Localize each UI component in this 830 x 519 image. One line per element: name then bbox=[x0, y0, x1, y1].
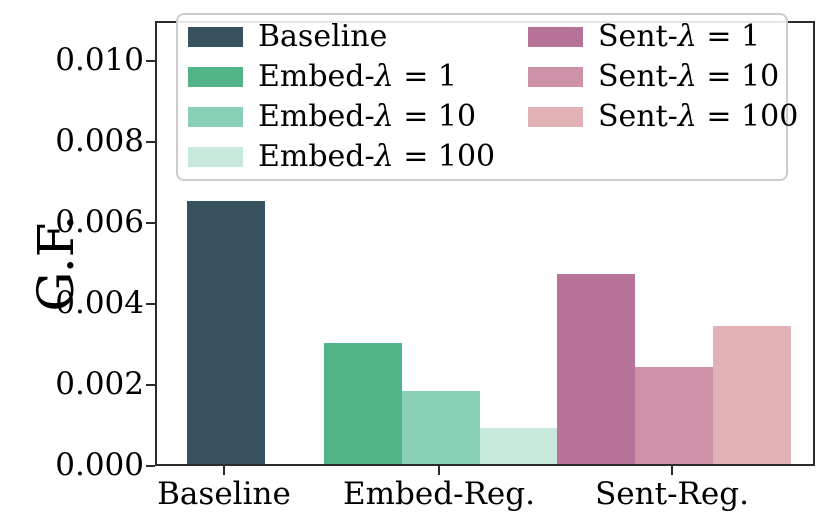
legend-label: Baseline bbox=[258, 19, 388, 54]
legend-label: Embed-λ = 1 bbox=[258, 59, 457, 94]
x-tick-label-sent-reg-: Sent-Reg. bbox=[595, 476, 749, 512]
legend-swatch-icon bbox=[188, 67, 243, 87]
legend-swatch-icon bbox=[528, 67, 583, 87]
legend-label: Embed-λ = 10 bbox=[258, 99, 477, 134]
y-tick-label: 0.008 bbox=[55, 123, 144, 160]
bar-sent-10 bbox=[635, 367, 713, 464]
legend-label: Sent-λ = 1 bbox=[598, 19, 761, 54]
y-tick-mark bbox=[146, 465, 155, 467]
x-tick-mark bbox=[223, 466, 225, 475]
y-tick-label: 0.002 bbox=[55, 366, 144, 403]
legend-label: Sent-λ = 100 bbox=[598, 99, 799, 134]
y-axis-label: G.F. bbox=[27, 214, 85, 312]
legend-column-1: Baseline Embed-λ = 1 Embed-λ = 10 Embed-λ =… bbox=[188, 17, 495, 177]
legend-swatch-icon bbox=[188, 107, 243, 127]
y-tick-label: 0.000 bbox=[55, 447, 144, 483]
legend-item: Embed-λ = 100 bbox=[188, 137, 495, 177]
bar-baseline bbox=[187, 201, 265, 464]
legend-item: Sent-λ = 1 bbox=[528, 17, 798, 57]
legend-box: Baseline Embed-λ = 1 Embed-λ = 10 Embed-λ =… bbox=[176, 13, 798, 181]
y-tick-mark bbox=[146, 60, 155, 63]
legend-swatch-icon bbox=[528, 107, 583, 127]
legend-item: Embed-λ = 10 bbox=[188, 97, 495, 137]
legend-column-2: Sent-λ = 1 Sent-λ = 10 Sent-λ = 100 bbox=[528, 17, 798, 137]
legend-swatch-icon bbox=[528, 27, 583, 47]
legend-label: Embed-λ = 100 bbox=[258, 139, 496, 174]
legend-swatch-icon bbox=[188, 147, 243, 167]
y-tick-mark bbox=[146, 303, 155, 306]
y-tick-mark bbox=[146, 141, 155, 144]
legend-item: Embed-λ = 1 bbox=[188, 57, 495, 97]
bar-embed-1 bbox=[324, 343, 402, 464]
legend-item: Baseline bbox=[188, 17, 495, 57]
bar-embed-10 bbox=[402, 391, 480, 464]
bar-sent-100 bbox=[713, 326, 791, 464]
x-tick-label-baseline: Baseline bbox=[157, 476, 291, 512]
bar-sent-1 bbox=[557, 274, 635, 464]
x-tick-mark bbox=[438, 466, 440, 475]
y-tick-mark bbox=[146, 384, 155, 387]
x-tick-mark bbox=[671, 466, 673, 475]
y-tick-label: 0.004 bbox=[55, 285, 144, 322]
x-tick-label-embed-reg-: Embed-Reg. bbox=[343, 476, 535, 512]
y-tick-label: 0.006 bbox=[55, 204, 144, 241]
y-tick-mark bbox=[146, 222, 155, 225]
legend-item: Sent-λ = 10 bbox=[528, 57, 798, 97]
legend-swatch-icon bbox=[188, 27, 243, 47]
y-tick-label: 0.010 bbox=[55, 42, 144, 79]
legend-item: Sent-λ = 100 bbox=[528, 97, 798, 137]
legend-label: Sent-λ = 10 bbox=[598, 59, 780, 94]
bar-embed-100 bbox=[480, 428, 558, 464]
